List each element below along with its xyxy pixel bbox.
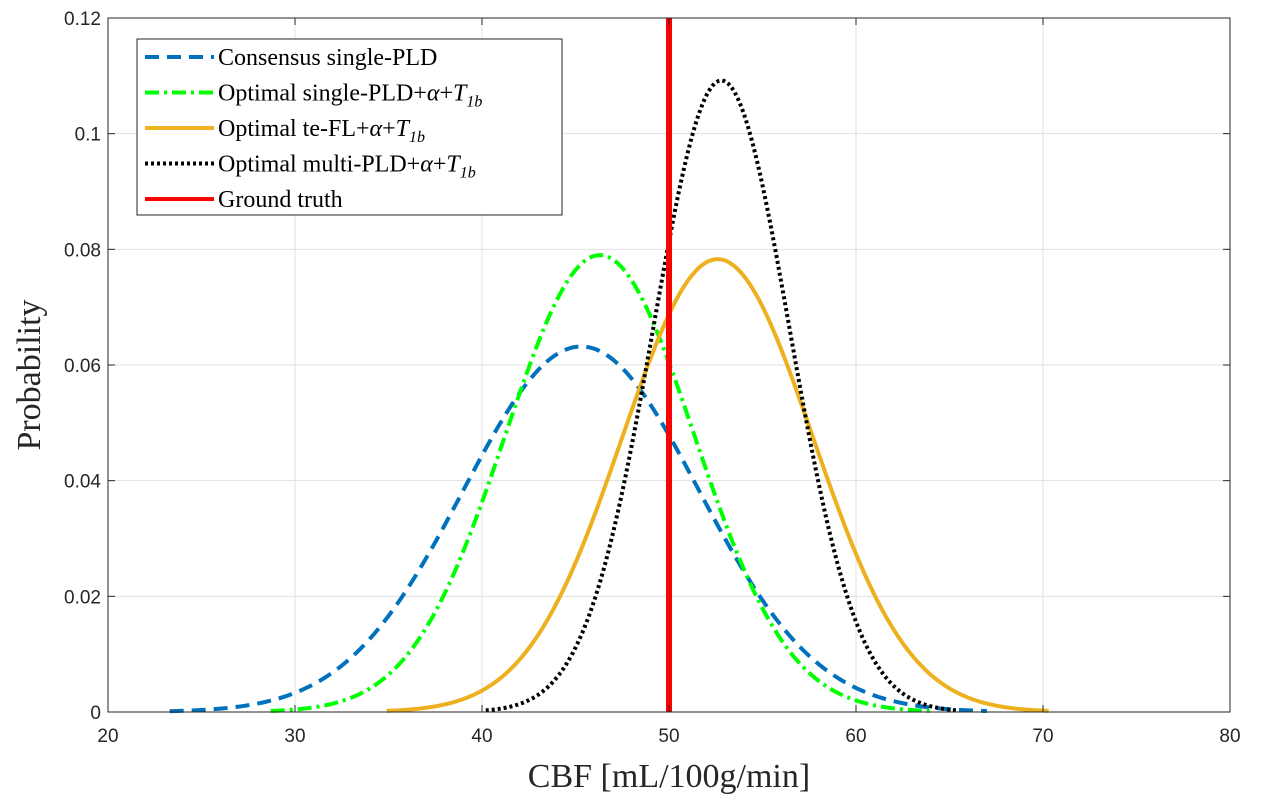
series-group <box>169 18 1049 714</box>
x-tick-label: 30 <box>284 726 305 747</box>
x-tick-label: 80 <box>1219 726 1240 747</box>
legend-t-symbol: T <box>446 152 461 178</box>
series-line-consensus-single-pld <box>169 344 987 714</box>
legend-subscript: 1b <box>460 165 476 182</box>
legend-entry: Consensus single-PLD <box>218 45 437 71</box>
legend-subscript: 1b <box>409 129 425 146</box>
x-tick-label: 60 <box>845 726 866 747</box>
x-axis-title: CBF [mL/100g/min] <box>528 758 810 795</box>
legend-t-symbol: T <box>453 81 468 107</box>
legend-entry-text: Optimal multi-PLD+ <box>218 152 420 178</box>
legend-alpha-symbol: α <box>427 81 440 107</box>
tick-labels: 20 30 40 50 60 70 80 0 0.02 0.04 0.06 0.08 0.1 0.12 <box>64 9 1241 747</box>
legend-entry: Optimal single-PLD+α+T1b <box>218 81 482 111</box>
x-tick-label: 50 <box>658 726 679 747</box>
legend-subscript: 1b <box>466 94 482 111</box>
legend-entry: Optimal te-FL+α+T1b <box>218 116 425 146</box>
legend-entry: Ground truth <box>218 187 343 213</box>
y-tick-label: 0 <box>90 703 101 724</box>
y-tick-label: 0.02 <box>64 587 101 608</box>
legend-plus: + <box>382 116 396 142</box>
legend-entry: Optimal multi-PLD+α+T1b <box>218 152 476 182</box>
legend-alpha-symbol: α <box>370 116 383 142</box>
series-line-optimal-single-pld-t1b <box>270 253 931 714</box>
legend-entry-text: Ground truth <box>218 187 343 213</box>
legend-entry-text: Optimal single-PLD+ <box>218 81 427 107</box>
legend-entry-text: Optimal te-FL+ <box>218 116 370 142</box>
x-tick-label: 20 <box>97 726 118 747</box>
y-tick-label: 0.08 <box>64 240 101 261</box>
y-tick-label: 0.1 <box>75 125 101 146</box>
series-line-optimal-te-fl-t1b <box>386 257 1049 713</box>
y-tick-label: 0.12 <box>64 9 101 30</box>
y-tick-label: 0.04 <box>64 472 101 493</box>
legend-plus: + <box>439 81 453 107</box>
y-axis-title: Probability <box>11 299 48 450</box>
y-tick-label: 0.06 <box>64 356 101 377</box>
legend-t-symbol: T <box>396 116 411 142</box>
x-tick-label: 70 <box>1032 726 1053 747</box>
x-tick-label: 40 <box>471 726 492 747</box>
legend-plus: + <box>433 152 447 178</box>
legend-alpha-symbol: α <box>420 152 433 178</box>
legend-entry-text: Consensus single-PLD <box>218 45 437 71</box>
